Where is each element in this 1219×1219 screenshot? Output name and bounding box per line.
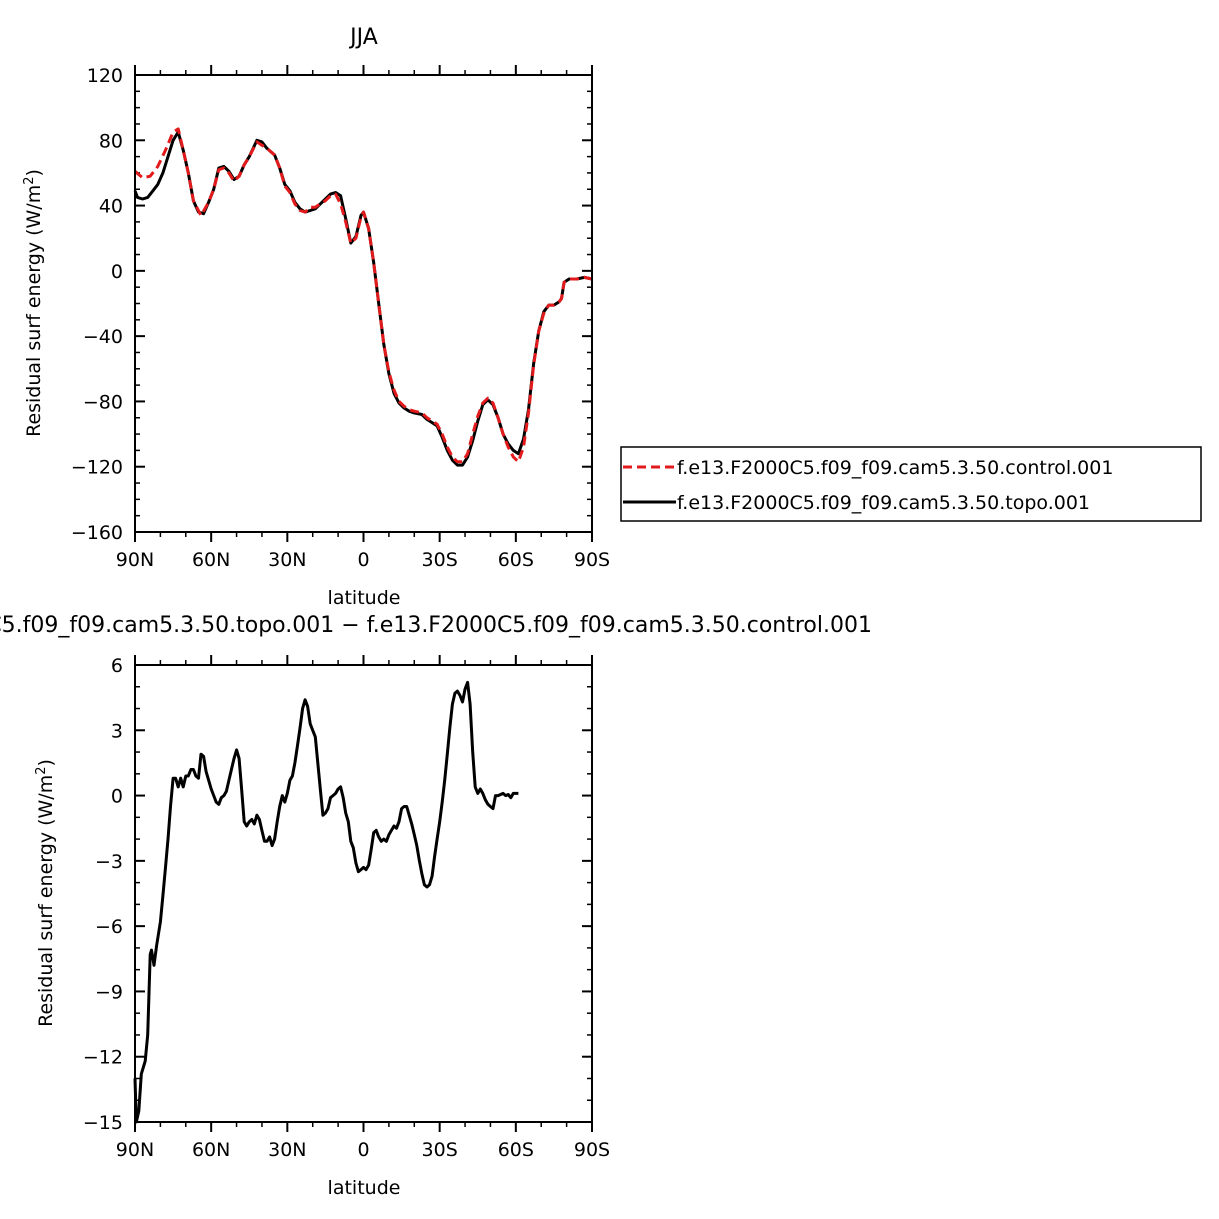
bottom-chart: f.e13.F2000C5.f09_f09.cam5.3.50.topo.001… — [0, 613, 872, 1199]
series-line-control — [134, 127, 593, 464]
x-tick-label: 0 — [357, 1139, 369, 1161]
x-tick-label: 60S — [498, 1139, 534, 1161]
y-tick-label: −15 — [83, 1112, 123, 1134]
top-plot-area — [133, 65, 593, 542]
y-tick-label: −160 — [71, 522, 123, 544]
legend-box — [620, 446, 1202, 522]
x-tick-label: 0 — [357, 549, 369, 571]
y-axis-label: Residual surf energy (W/m2) — [22, 169, 45, 437]
y-tick-label: 0 — [111, 786, 123, 808]
bottom-plot-frame — [134, 664, 593, 1123]
legend-label-control: f.e13.F2000C5.f09_f09.cam5.3.50.control.… — [677, 457, 1113, 479]
chart-title: JJA — [348, 25, 378, 50]
y-tick-label: −120 — [71, 457, 123, 479]
top-plot-frame — [134, 74, 593, 533]
difference-chart-title: f.e13.F2000C5.f09_f09.cam5.3.50.topo.001… — [0, 613, 872, 638]
bottom-y-tick-labels: 6 3 0 −3 −6 −9 −12 −15 — [83, 655, 123, 1134]
x-tick-label: 30N — [268, 1139, 306, 1161]
top-series — [133, 127, 593, 467]
legend-item-control: f.e13.F2000C5.f09_f09.cam5.3.50.control.… — [623, 457, 1113, 479]
y-tick-label: −3 — [95, 851, 123, 873]
y-tick-label: −40 — [83, 326, 123, 348]
bottom-x-tick-labels: 90N 60N 30N 0 30S 60S 90S — [116, 1139, 610, 1161]
x-tick-label: 60N — [192, 549, 230, 571]
bottom-plot-area — [133, 655, 593, 1132]
y-tick-label: −80 — [83, 391, 123, 413]
x-tick-label: 60S — [498, 549, 534, 571]
top-y-tick-labels: 120 80 40 0 −40 −80 −120 −160 — [71, 65, 123, 544]
x-tick-label: 30N — [268, 549, 306, 571]
x-tick-label: 90N — [116, 1139, 154, 1161]
y-tick-label: 3 — [111, 720, 123, 742]
x-axis-label: latitude — [328, 587, 401, 609]
y-tick-label: 6 — [111, 655, 123, 677]
x-tick-label: 60N — [192, 1139, 230, 1161]
bottom-series — [133, 680, 519, 1124]
series-line-difference — [133, 680, 519, 1124]
x-tick-label: 30S — [422, 1139, 458, 1161]
legend-item-topo: f.e13.F2000C5.f09_f09.cam5.3.50.topo.001 — [623, 492, 1090, 514]
x-axis-label: latitude — [328, 1177, 401, 1199]
top-x-tick-labels: 90N 60N 30N 0 30S 60S 90S — [116, 549, 610, 571]
x-tick-label: 30S — [422, 549, 458, 571]
y-axis-label: Residual surf energy (W/m2) — [34, 759, 57, 1027]
x-tick-label: 90N — [116, 549, 154, 571]
y-tick-label: −9 — [95, 981, 123, 1003]
y-tick-label: 120 — [87, 65, 123, 87]
legend: f.e13.F2000C5.f09_f09.cam5.3.50.control.… — [620, 446, 1202, 522]
legend-label-topo: f.e13.F2000C5.f09_f09.cam5.3.50.topo.001 — [677, 492, 1090, 514]
x-tick-label: 90S — [574, 1139, 610, 1161]
x-tick-label: 90S — [574, 549, 610, 571]
y-tick-label: −12 — [83, 1047, 123, 1069]
y-tick-label: 80 — [99, 130, 123, 152]
y-tick-label: −6 — [95, 916, 123, 938]
y-tick-label: 40 — [99, 196, 123, 218]
y-tick-label: 0 — [111, 261, 123, 283]
top-chart: JJA 120 80 40 0 −40 −80 −120 −160 90N 60N 30N 0 30S… — [22, 25, 1202, 609]
